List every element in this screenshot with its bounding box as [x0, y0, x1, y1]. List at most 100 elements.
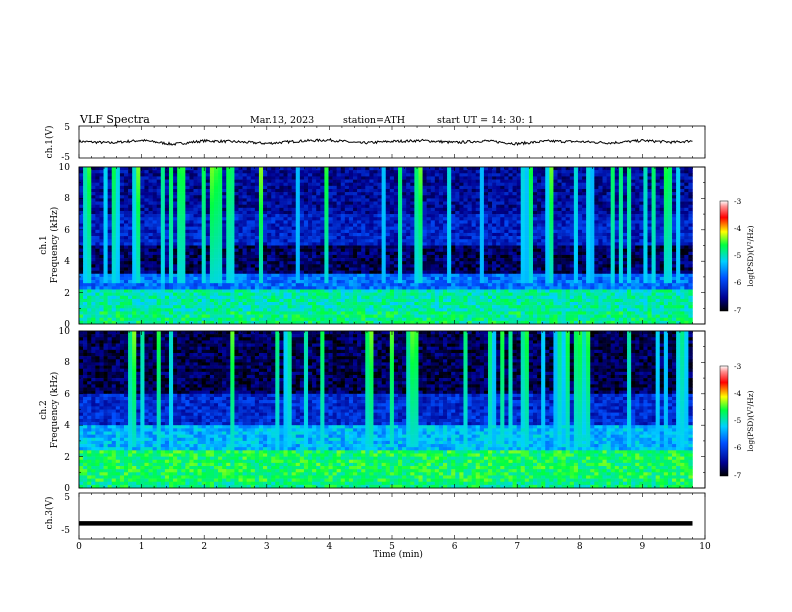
spectrogram-cell	[353, 223, 358, 227]
spectrogram-cell	[275, 167, 280, 171]
spectrogram-cell	[230, 258, 235, 262]
spectrogram-cell	[246, 192, 252, 196]
spectrogram-cell	[438, 204, 444, 209]
spectrogram-cell	[598, 198, 603, 202]
spectrogram-cell	[234, 185, 239, 190]
spectrogram-cell	[586, 226, 591, 231]
spectrogram-cell	[455, 261, 460, 265]
spectrogram-cell	[320, 179, 325, 183]
spectrogram-cell	[332, 201, 337, 205]
spectrogram-cell	[606, 251, 611, 256]
spectrogram-cell	[631, 261, 636, 265]
spectrogram-cell	[627, 214, 632, 218]
spectrogram-cell	[250, 223, 256, 227]
spectrogram-cell	[218, 167, 223, 171]
spectrogram-cell	[610, 229, 616, 234]
spectrogram-cell	[434, 170, 440, 174]
spectrogram-cell	[365, 217, 370, 221]
spectrogram-cell	[684, 170, 689, 174]
spectrogram-cell	[557, 192, 562, 196]
spectrogram-cell	[201, 179, 207, 183]
spectrogram-cell	[393, 176, 399, 180]
spectrogram-cell	[324, 258, 329, 262]
spectrogram-cell	[377, 176, 382, 180]
spectrogram-cell	[365, 173, 370, 177]
spectrogram-cell	[254, 185, 260, 190]
spectrogram-cell	[688, 251, 693, 256]
spectrogram-cell	[496, 192, 501, 196]
spectrogram-cell	[602, 176, 607, 180]
spectrogram-cell	[496, 245, 501, 249]
spectrogram-cell	[324, 232, 329, 237]
spectrogram-cell	[144, 173, 149, 177]
spectrogram-cell	[287, 204, 292, 209]
spectrogram-cell	[492, 201, 497, 205]
spectrogram-cell	[353, 245, 358, 249]
spectrogram-cell	[635, 214, 640, 218]
spectrogram-cell	[655, 267, 661, 271]
spectrogram-cell	[79, 167, 84, 171]
spectrogram-cell	[688, 192, 693, 196]
spectrogram-cell	[471, 267, 477, 271]
spectrogram-cell	[234, 173, 239, 177]
spectrogram-cell	[373, 242, 378, 246]
spectrogram-cell	[238, 251, 243, 256]
spectrogram-cell	[545, 204, 550, 209]
spectrogram-cell	[684, 258, 689, 262]
spectrogram-cell	[418, 188, 423, 193]
spectrogram-cell	[447, 236, 452, 240]
spectrogram-cell	[557, 185, 562, 190]
spectrogram-cell	[385, 223, 391, 227]
spectrogram-cell	[553, 201, 558, 205]
spectrogram-cell	[659, 236, 665, 240]
spectrogram-cell	[123, 264, 129, 268]
spectrogram-cell	[299, 170, 305, 174]
spectrogram-cell	[152, 198, 158, 202]
spectrogram-cell	[414, 167, 419, 171]
spectrogram-cell	[573, 195, 579, 199]
spectrogram-cell	[308, 176, 313, 180]
spectrogram-cell	[140, 245, 145, 249]
spectrogram-cell	[246, 195, 252, 199]
spectrogram-cell	[610, 207, 616, 212]
spectrogram-cell	[516, 198, 522, 202]
spectrogram-cell	[99, 264, 104, 268]
spectrogram-cell	[676, 248, 681, 253]
spectrogram-cell	[631, 239, 636, 243]
spectrogram-cell	[353, 192, 358, 196]
spectrogram-cell	[676, 207, 681, 212]
spectrogram-cell	[361, 167, 366, 171]
spectrogram-cell	[230, 248, 235, 253]
spectrogram-cell	[471, 264, 477, 268]
spectrogram-cell	[676, 167, 681, 171]
spectrogram-cell	[287, 207, 292, 212]
spectrogram-cell	[684, 267, 689, 271]
spectrogram-cell	[299, 204, 305, 209]
spectrogram-cell	[128, 173, 133, 177]
spectrogram-cell	[410, 210, 415, 215]
spectrogram-cell	[324, 267, 329, 271]
spectrogram-cell	[557, 207, 562, 212]
spectrogram-cell	[83, 226, 88, 231]
spectrogram-cell	[496, 226, 501, 231]
spectrogram-cell	[332, 229, 337, 234]
spectrogram-cell	[385, 176, 391, 180]
spectrogram-cell	[492, 207, 497, 212]
spectrogram-cell	[164, 182, 170, 187]
spectrogram-cell	[111, 198, 117, 202]
spectrogram-cell	[87, 245, 92, 249]
spectrogram-cell	[308, 232, 313, 237]
spectrogram-cell	[361, 214, 366, 218]
spectrogram-cell	[291, 220, 297, 224]
spectrogram-cell	[627, 239, 632, 243]
spectrogram-cell	[140, 188, 145, 193]
spectrogram-cell	[385, 195, 391, 199]
spectrogram-cell	[128, 182, 133, 187]
spectrogram-cell	[295, 229, 301, 234]
spectrogram-cell	[618, 173, 624, 177]
spectrogram-cell	[99, 236, 104, 240]
spectrogram-cell	[602, 201, 607, 205]
spectrogram-cell	[144, 261, 149, 265]
spectrogram-cell	[614, 223, 620, 227]
spectrogram-cell	[95, 258, 100, 262]
